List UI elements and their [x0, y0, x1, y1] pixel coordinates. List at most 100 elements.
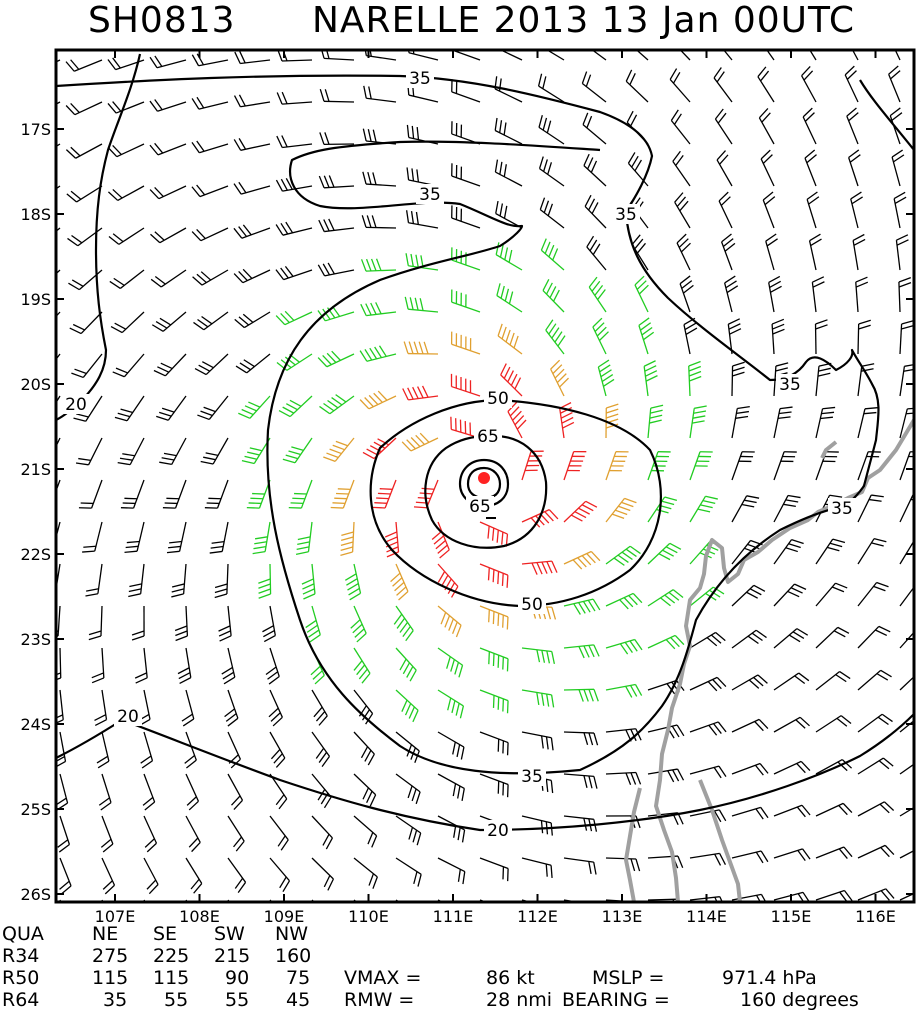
- contour-labels: 35 35 35 35 35 35 20 20 20 50 50 65 65: [62, 68, 856, 841]
- wind-barb: [497, 323, 523, 355]
- radii-value: 215: [214, 945, 251, 967]
- wind-barb: [227, 857, 247, 893]
- wind-barb: [269, 731, 286, 768]
- wind-barb: [395, 857, 422, 887]
- wind-barb: [581, 71, 607, 103]
- wind-barb: [804, 149, 817, 187]
- wind-barb: [451, 163, 481, 187]
- wind-barb: [67, 227, 103, 247]
- contour-label-bg: [518, 766, 546, 786]
- wind-barb: [808, 233, 822, 271]
- wind-barb: [191, 53, 229, 67]
- wind-barb: [899, 320, 914, 355]
- wind-barb: [214, 563, 229, 599]
- wind-barb: [128, 563, 145, 598]
- contour-label: 35: [615, 205, 637, 225]
- wind-barb: [638, 317, 655, 355]
- wind-barb: [857, 538, 887, 565]
- wind-barb: [563, 500, 598, 523]
- wind-barb: [584, 194, 607, 229]
- wind-barb: [140, 731, 154, 769]
- contour-label-bg: [828, 498, 856, 518]
- contour-label: 35: [419, 185, 441, 205]
- wind-barb: [107, 143, 145, 158]
- wind-barb: [806, 191, 820, 229]
- wind-barb: [276, 91, 313, 105]
- wind-barb: [724, 275, 739, 313]
- radii-value: 275: [92, 945, 129, 967]
- wind-barb: [563, 644, 600, 659]
- wind-barb: [672, 150, 691, 187]
- contour-label-bg: [518, 594, 546, 614]
- wind-barb: [65, 59, 103, 72]
- wind-barb: [495, 242, 523, 271]
- wind-barb: [117, 437, 145, 466]
- wind-barb: [765, 233, 778, 271]
- wind-barb: [760, 149, 775, 187]
- wind-barb: [401, 432, 439, 452]
- wind-barb: [311, 689, 328, 726]
- wind-barb: [848, 149, 861, 187]
- wind-barb: [110, 311, 145, 334]
- wind-barb: [174, 605, 189, 642]
- radii-value: 55: [164, 989, 189, 1011]
- wind-barb: [319, 132, 355, 146]
- wind-barb: [390, 563, 409, 601]
- wind-barb: [494, 117, 523, 145]
- wind-barb: [321, 50, 355, 61]
- lon-label: 114E: [686, 907, 727, 926]
- wind-barb: [647, 855, 684, 869]
- contour-label-bg: [612, 204, 640, 224]
- wind-barb: [238, 395, 271, 419]
- wind-barb: [689, 631, 726, 649]
- radii-value: 35: [103, 989, 128, 1011]
- wind-barb: [815, 406, 836, 439]
- mslp-label: MSLP =: [592, 967, 665, 989]
- wind-barb: [689, 852, 727, 866]
- wind-barb: [437, 773, 465, 801]
- wind-barb: [538, 115, 565, 145]
- wind-barb: [647, 724, 685, 739]
- wind-barb: [507, 401, 527, 439]
- wind-barb: [714, 108, 733, 145]
- wind-barb: [404, 296, 439, 313]
- wind-barb: [194, 353, 229, 376]
- wind-barb: [731, 405, 750, 439]
- wind-barb: [185, 857, 203, 894]
- map-frame: [54, 48, 916, 904]
- wind-barb: [109, 269, 145, 289]
- wind-barb: [233, 268, 271, 284]
- wind-barb: [801, 65, 817, 103]
- wind-barb: [563, 857, 597, 875]
- wind-barb: [676, 233, 691, 271]
- coastline: [624, 418, 914, 902]
- wind-barb: [546, 50, 565, 61]
- wind-barb: [479, 731, 509, 756]
- wind-barb: [69, 311, 103, 335]
- wind-barb: [521, 647, 556, 665]
- wind-barb: [149, 55, 187, 69]
- wind-barb: [227, 815, 245, 852]
- wind-barb: [177, 647, 192, 685]
- wind-barb: [353, 647, 371, 684]
- wind-barb: [268, 689, 283, 727]
- radii-header-nw: NW: [275, 923, 308, 945]
- wind-barb: [108, 227, 145, 245]
- contour-65: [424, 434, 548, 549]
- wind-barb: [773, 494, 801, 523]
- radii-value: 115: [153, 967, 190, 989]
- wind-barb: [539, 197, 565, 229]
- wind-barb: [311, 857, 335, 891]
- wind-barb: [437, 605, 462, 638]
- wind-barb: [899, 719, 914, 733]
- wind-barb: [262, 605, 276, 643]
- wind-barb: [275, 178, 313, 192]
- wind-barb: [269, 815, 289, 851]
- wind-barb: [857, 581, 889, 607]
- radii-row-label: R34: [2, 945, 40, 967]
- wind-barb: [124, 521, 145, 553]
- wind-barb: [647, 768, 685, 783]
- wind-barb: [149, 142, 187, 156]
- wind-barb: [689, 765, 727, 779]
